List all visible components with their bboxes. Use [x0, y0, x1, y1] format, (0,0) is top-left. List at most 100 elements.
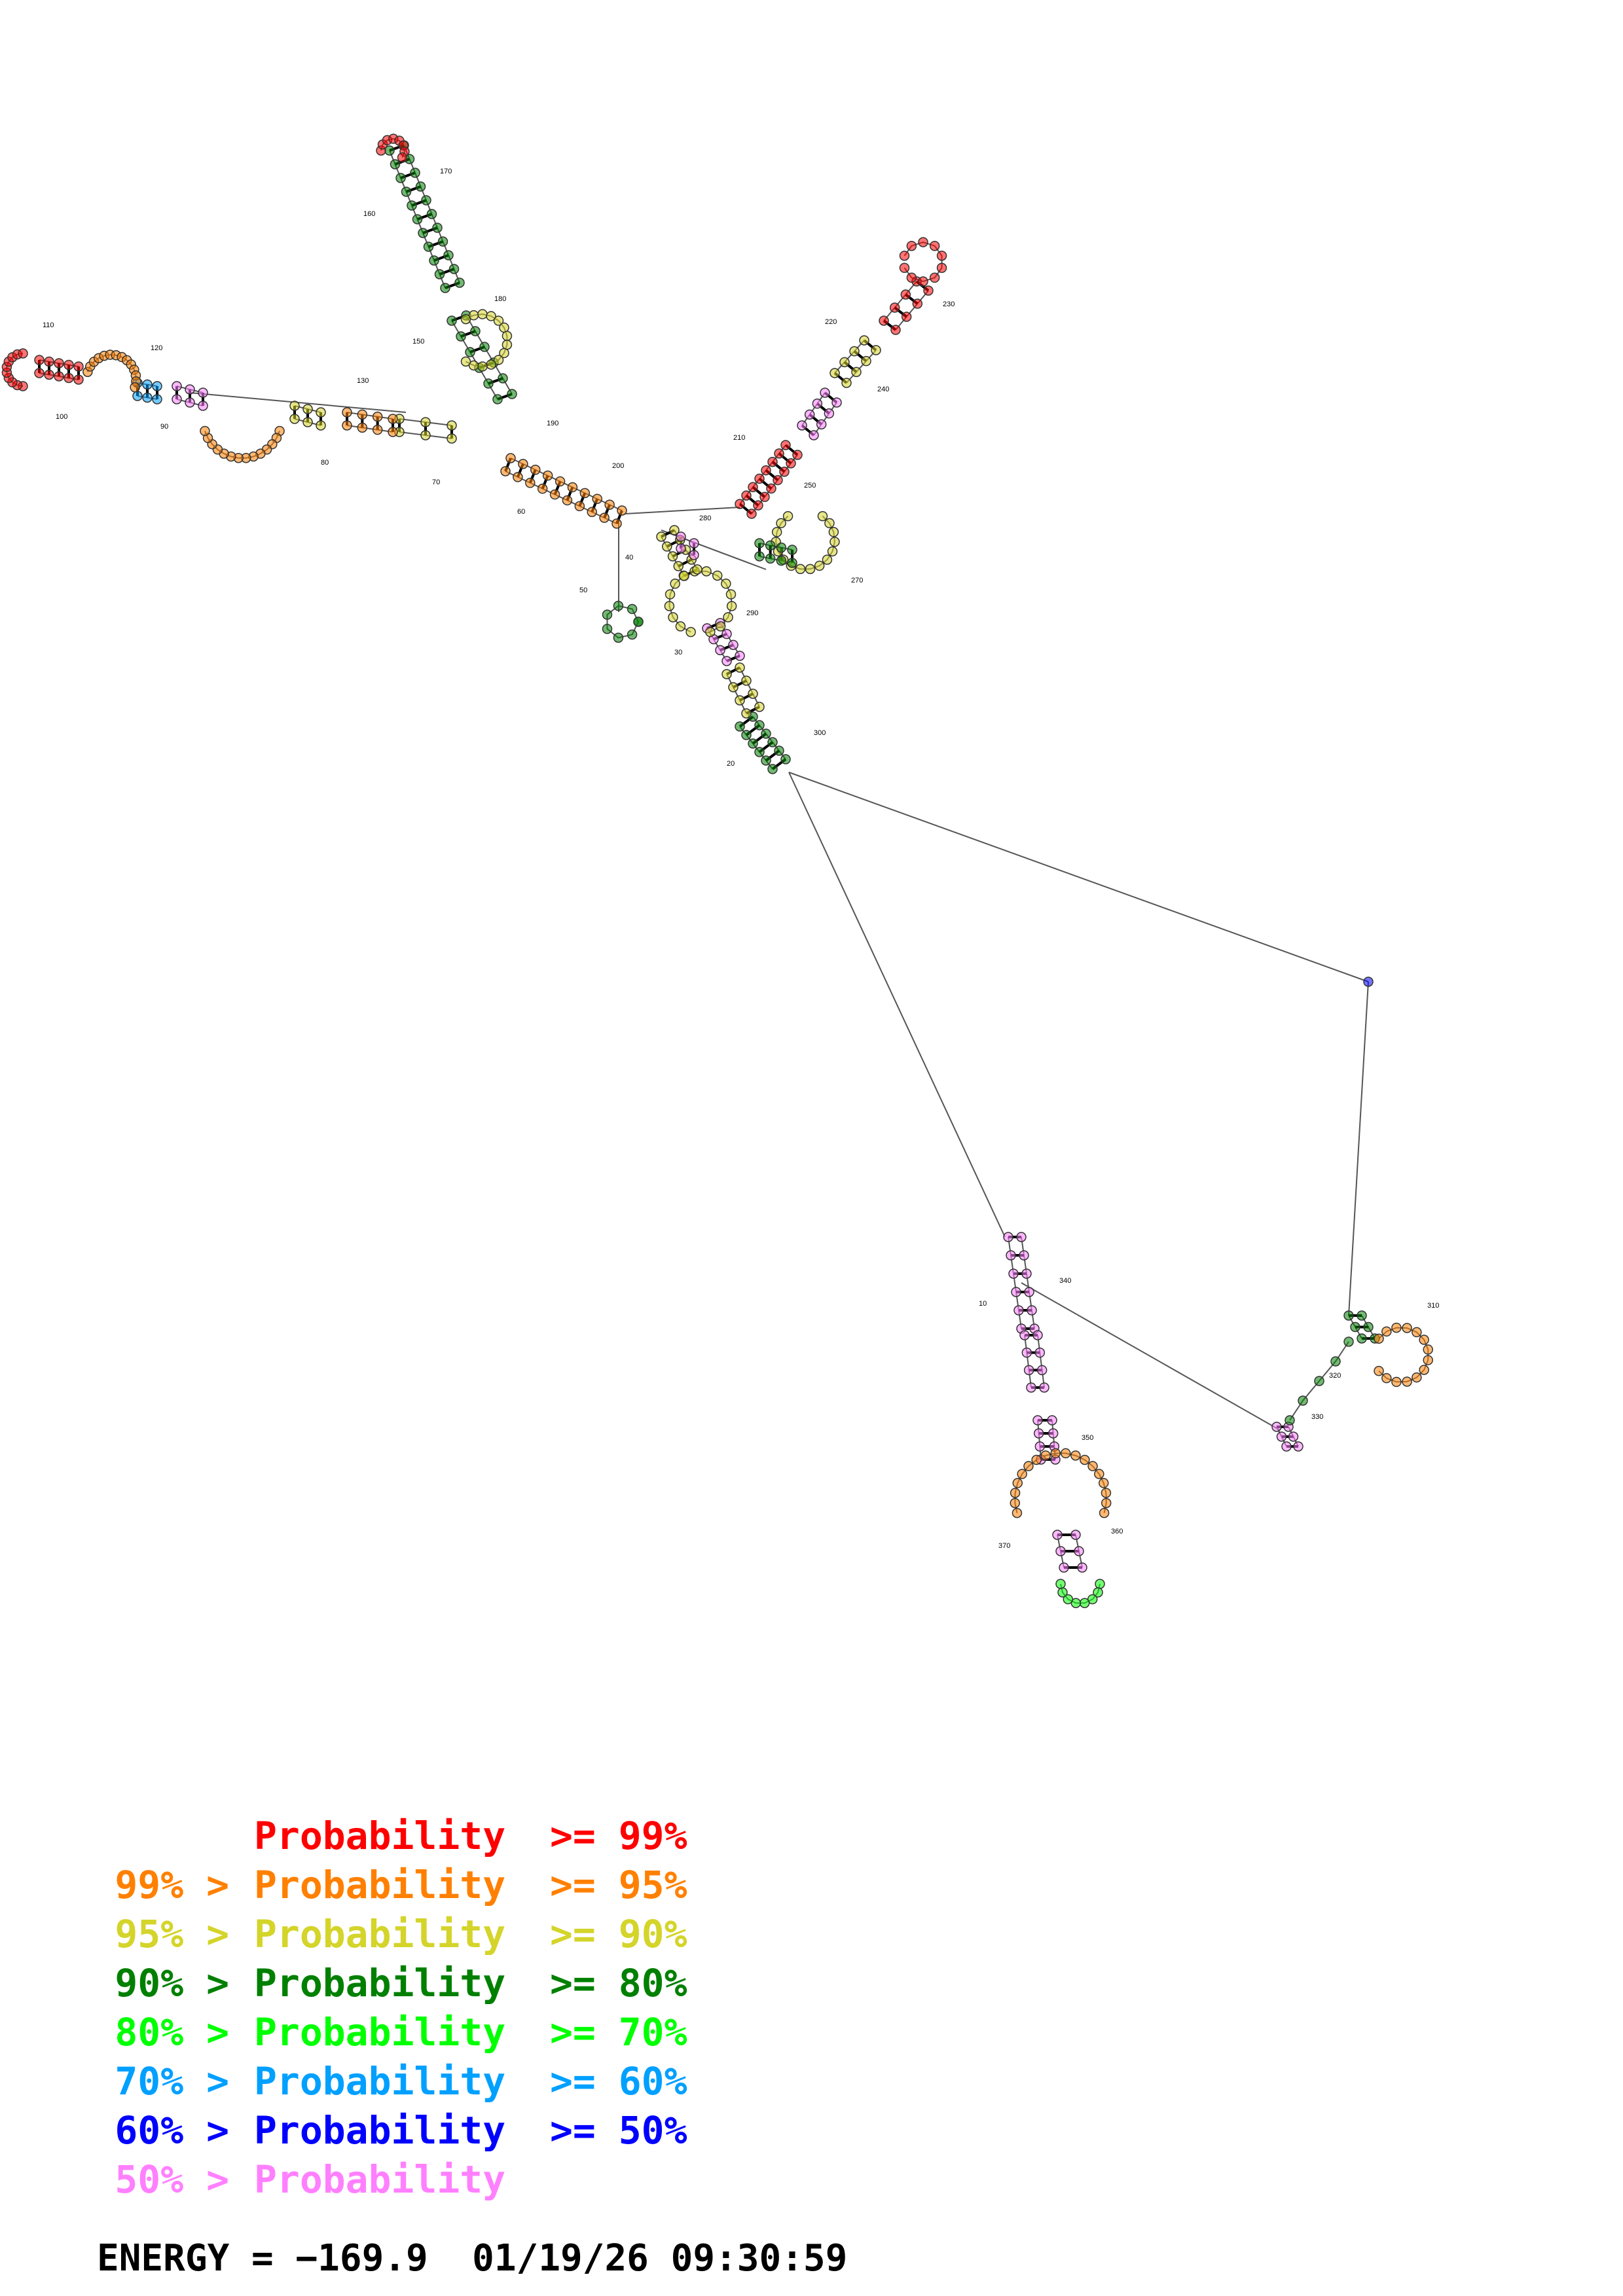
nucleotide [172, 381, 182, 391]
nucleotide [1330, 1356, 1341, 1367]
nucleotide [542, 470, 553, 481]
nucleotide [735, 695, 745, 706]
nucleotide [1094, 1469, 1104, 1479]
position-label: 200 [612, 462, 624, 470]
nucleotide [812, 398, 823, 409]
nucleotide [562, 495, 573, 506]
legend-label: Probability [254, 1912, 506, 1956]
nucleotide [827, 546, 838, 557]
nucleotide [824, 408, 835, 419]
nucleotide [456, 331, 466, 342]
nucleotide [1381, 1326, 1392, 1337]
nucleotide [447, 315, 457, 326]
nucleotide [602, 609, 613, 620]
nucleotide [1374, 1365, 1384, 1376]
nucleotide [493, 315, 504, 326]
nucleotide [721, 669, 732, 679]
nucleotide [592, 493, 602, 504]
nucleotide [420, 430, 431, 440]
nucleotide [460, 356, 471, 367]
nucleotide [434, 269, 445, 279]
nucleotide [1033, 1428, 1044, 1439]
position-label: 50 [579, 586, 587, 594]
position-label: 80 [321, 459, 329, 467]
nucleotide [1101, 1488, 1112, 1498]
nucleotide [828, 527, 839, 537]
nucleotide [1293, 1441, 1304, 1452]
nucleotide [771, 527, 782, 537]
nucleotide [721, 656, 732, 666]
nucleotide [477, 361, 488, 372]
nucleotide [817, 511, 828, 522]
nucleotide [670, 579, 680, 589]
nucleotide [1055, 1546, 1066, 1556]
position-label: 110 [43, 321, 54, 329]
nucleotide [530, 465, 541, 475]
legend-label: Probability [254, 2108, 506, 2153]
nucleotide [1095, 1579, 1105, 1589]
position-label: 170 [440, 168, 452, 175]
nucleotide [604, 499, 615, 510]
position-label: 160 [363, 210, 375, 218]
nucleotide [1023, 1461, 1034, 1471]
nucleotide [513, 472, 523, 482]
nucleotide [198, 387, 208, 398]
nucleotide [787, 558, 797, 568]
nucleotide [879, 315, 889, 326]
nucleotide [839, 357, 850, 368]
nucleotide [1012, 1478, 1023, 1488]
nucleotide [567, 482, 578, 493]
nucleotide [34, 368, 45, 378]
nucleotide [918, 237, 928, 247]
nucleotide [679, 571, 689, 581]
nucleotide [912, 298, 923, 309]
nucleotide [407, 200, 417, 211]
legend-label: Probability [254, 2157, 506, 2202]
nucleotide [357, 422, 368, 433]
legend-range-high: >= 70% [550, 2010, 687, 2054]
nucleotide [779, 466, 790, 477]
nucleotide [1357, 1310, 1367, 1321]
nucleotide [302, 404, 313, 414]
backbone-segment [834, 340, 865, 374]
nucleotide [587, 507, 597, 517]
nucleotide [1032, 1330, 1043, 1340]
nucleotide [468, 360, 479, 371]
energy-value: ENERGY = −169.9 [97, 2237, 428, 2280]
nucleotide [1350, 1321, 1360, 1333]
nucleotide [1343, 1336, 1354, 1347]
nucleotide [447, 420, 457, 431]
nucleotide [1357, 1333, 1367, 1344]
nucleotide [34, 355, 45, 365]
nucleotide [401, 187, 412, 197]
nucleotide [851, 367, 862, 378]
nucleotide [1031, 1454, 1042, 1465]
legend-label: Probability [254, 1961, 506, 2005]
nucleotide [130, 382, 140, 393]
backbone-segment [510, 457, 623, 511]
position-label: 370 [998, 1542, 1010, 1550]
nucleotide [715, 621, 726, 632]
nucleotide [525, 478, 536, 488]
long-link [788, 772, 1369, 982]
nucleotide [849, 346, 860, 357]
nucleotide [470, 326, 481, 336]
nucleotide [627, 629, 638, 640]
nucleotide [1052, 1530, 1063, 1540]
nucleotide [809, 430, 819, 440]
nucleotide [741, 708, 752, 719]
nucleotide [415, 181, 426, 192]
nucleotide [715, 645, 725, 656]
nucleotide [667, 551, 678, 562]
nucleotide [1021, 1268, 1032, 1279]
nucleotide [483, 378, 494, 389]
nucleotide [673, 561, 684, 571]
nucleotide [906, 240, 917, 251]
nucleotide [412, 214, 423, 224]
nucleotide [754, 551, 765, 562]
nucleotide [289, 414, 300, 424]
long-link [1021, 1282, 1281, 1431]
nucleotide [1034, 1441, 1046, 1452]
nucleotide [73, 374, 84, 385]
backbone-segment [883, 281, 917, 321]
